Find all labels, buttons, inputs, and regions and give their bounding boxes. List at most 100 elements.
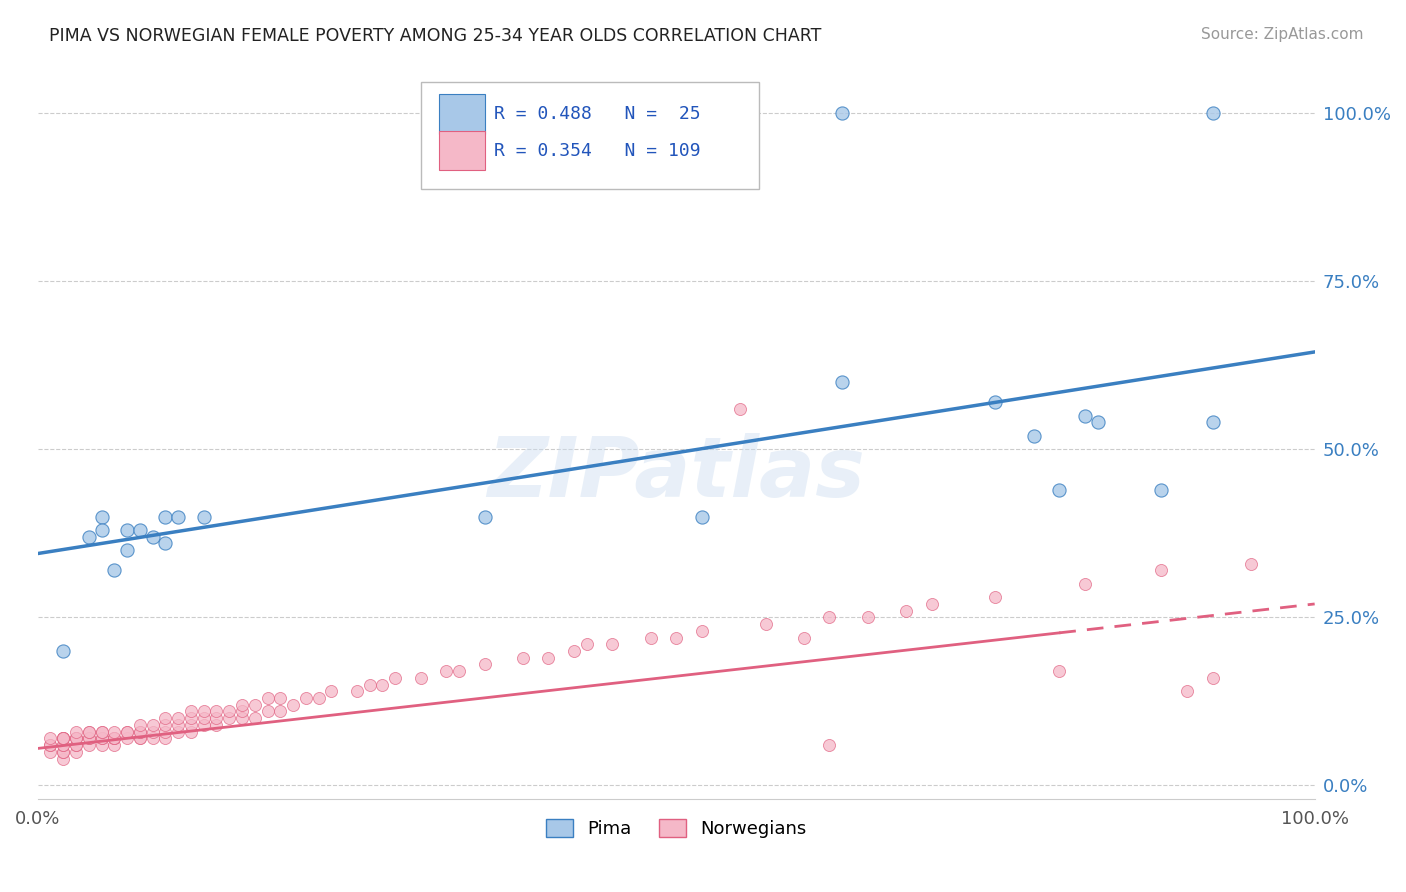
Point (167, 718, 190, 732)
Point (474, 509, 496, 524)
Point (52, 731, 75, 746)
Point (39, 745, 62, 759)
Point (434, 664, 457, 678)
Point (103, 738, 125, 752)
Point (103, 731, 125, 746)
Point (537, 650, 560, 665)
Point (1074, 576, 1097, 591)
Point (128, 731, 150, 746)
Point (65, 724, 87, 739)
Point (295, 691, 318, 706)
Text: PIMA VS NORWEGIAN FEMALE POVERTY AMONG 25-34 YEAR OLDS CORRELATION CHART: PIMA VS NORWEGIAN FEMALE POVERTY AMONG 2… (49, 27, 821, 45)
Point (218, 705, 240, 719)
Point (793, 631, 815, 645)
Point (90, 731, 112, 746)
Point (180, 724, 202, 739)
Point (167, 724, 190, 739)
Point (1150, 483, 1173, 497)
Point (115, 731, 138, 746)
Point (77, 724, 100, 739)
Point (818, 738, 841, 752)
Point (256, 705, 278, 719)
Point (77, 724, 100, 739)
Point (39, 738, 62, 752)
Point (193, 509, 215, 524)
Point (728, 402, 751, 417)
Point (856, 610, 879, 624)
FancyBboxPatch shape (439, 94, 485, 134)
Point (321, 684, 343, 698)
Point (115, 724, 138, 739)
Point (52, 738, 75, 752)
Point (128, 731, 150, 746)
Point (103, 724, 125, 739)
Point (115, 724, 138, 739)
FancyBboxPatch shape (439, 130, 485, 170)
Text: Source: ZipAtlas.com: Source: ZipAtlas.com (1201, 27, 1364, 42)
Point (180, 718, 202, 732)
Point (409, 671, 432, 685)
Point (77, 530, 100, 544)
Point (921, 597, 943, 611)
Point (90, 724, 112, 739)
Point (205, 705, 228, 719)
Point (77, 731, 100, 746)
Point (690, 624, 713, 638)
Point (52, 745, 75, 759)
Point (167, 711, 190, 725)
Point (115, 543, 138, 558)
Point (155, 509, 177, 524)
Point (155, 536, 177, 550)
Point (128, 718, 150, 732)
Point (218, 711, 240, 725)
Point (77, 731, 100, 746)
Point (103, 563, 125, 577)
Point (52, 731, 75, 746)
Point (640, 631, 662, 645)
Point (155, 718, 177, 732)
Point (180, 705, 202, 719)
Point (690, 509, 713, 524)
Point (65, 731, 87, 746)
Point (831, 106, 853, 120)
Point (371, 677, 394, 691)
Point (1074, 409, 1097, 423)
Point (65, 745, 87, 759)
Point (831, 375, 853, 389)
Point (52, 745, 75, 759)
Point (52, 644, 75, 658)
Point (1047, 483, 1070, 497)
Point (984, 591, 1007, 605)
Point (205, 711, 228, 725)
Point (52, 738, 75, 752)
Point (39, 738, 62, 752)
Text: ZIPatlas: ZIPatlas (488, 434, 865, 514)
Point (142, 718, 165, 732)
Text: R = 0.354   N = 109: R = 0.354 N = 109 (494, 142, 700, 160)
Point (984, 395, 1007, 409)
Point (90, 724, 112, 739)
Point (52, 751, 75, 765)
Point (269, 705, 291, 719)
Point (128, 724, 150, 739)
Point (39, 731, 62, 746)
Point (65, 738, 87, 752)
Point (90, 731, 112, 746)
Point (269, 691, 291, 706)
Point (65, 731, 87, 746)
Point (155, 731, 177, 746)
Point (103, 731, 125, 746)
Point (142, 530, 165, 544)
Point (52, 731, 75, 746)
Point (602, 637, 624, 651)
Point (1201, 416, 1223, 430)
Point (65, 738, 87, 752)
Point (180, 711, 202, 725)
Point (281, 698, 304, 712)
Point (1150, 563, 1173, 577)
Point (90, 523, 112, 537)
Point (193, 718, 215, 732)
Point (52, 731, 75, 746)
Point (142, 724, 165, 739)
Point (256, 691, 278, 706)
